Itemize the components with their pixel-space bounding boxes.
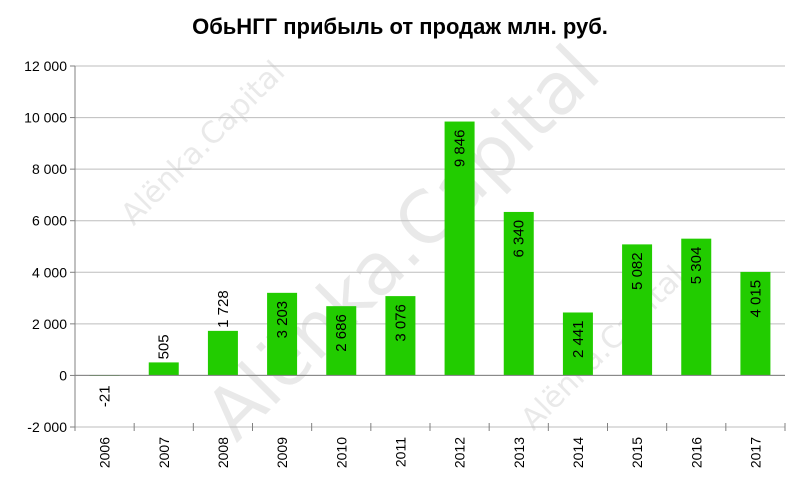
x-tick-label-2009: 2009 [274,437,290,468]
data-label-2008: 1 728 [215,290,232,328]
x-tick-label-2012: 2012 [452,437,468,468]
y-tick-label: 4 000 [32,264,67,280]
x-tick-label-2017: 2017 [747,437,763,468]
bar-2015 [622,244,653,376]
bars [89,121,771,376]
watermark-layer: Alёnka.CapitalAlёnka.CapitalAlёnka.Capit… [114,29,692,455]
y-tick-label: 6 000 [32,213,67,229]
y-tick-label: -2 000 [27,419,67,435]
data-label-2015: 5 082 [629,252,646,290]
x-tick-label-2015: 2015 [629,437,645,468]
y-tick-label: 10 000 [24,110,67,126]
data-label-2010: 2 686 [333,314,350,352]
bar-2013 [503,211,534,376]
x-tick-label-2014: 2014 [570,437,586,468]
data-label-2011: 3 076 [392,304,409,342]
data-label-2017: 4 015 [747,280,764,318]
watermark-small-left: Alёnka.Capital [114,54,292,232]
bar-2009 [267,292,298,376]
x-tick-label-2008: 2008 [215,437,231,468]
data-label-2009: 3 203 [274,301,291,339]
x-tick-label-2007: 2007 [156,437,172,468]
bar-2011 [385,296,416,376]
data-labels: -21 505 1 728 3 203 2 686 3 076 9 846 6 340 2 44… [97,130,765,408]
y-tick-label: 8 000 [32,161,67,177]
x-tick-label-2006: 2006 [97,437,113,468]
data-label-2016: 5 304 [688,247,705,285]
chart-title: ОбьНГГ прибыль от продаж млн. руб. [192,14,608,39]
bar-2007 [148,362,179,376]
bar-2014 [562,312,593,376]
axes [74,66,785,427]
x-tick-label-2011: 2011 [392,437,408,467]
bar-2016 [681,238,712,376]
bar-2008 [207,330,238,376]
data-label-2006: -21 [97,385,114,407]
bar-2012 [444,121,475,376]
data-label-2013: 6 340 [511,220,528,258]
bar-2010 [326,306,357,376]
data-label-2014: 2 441 [570,320,587,358]
y-tick-label: 2 000 [32,316,67,332]
x-tick-label-2013: 2013 [511,437,527,468]
data-label-2007: 505 [156,334,173,359]
y-tick-label: 0 [59,367,67,383]
y-tick-label: 12 000 [24,58,67,74]
data-label-2012: 9 846 [452,130,469,168]
y-tick-labels: -2 000 0 2 000 4 000 6 000 8 000 10 000 12 000 [24,58,67,435]
x-tick-label-2016: 2016 [688,437,704,468]
watermark-small-right: Alёnka.Capital [514,259,692,437]
bar-2017 [740,271,771,376]
x-tick-labels: 2006 2007 2008 2009 2010 2011 2012 2013 2014 2015… [97,437,764,468]
x-tick-label-2010: 2010 [333,437,349,468]
